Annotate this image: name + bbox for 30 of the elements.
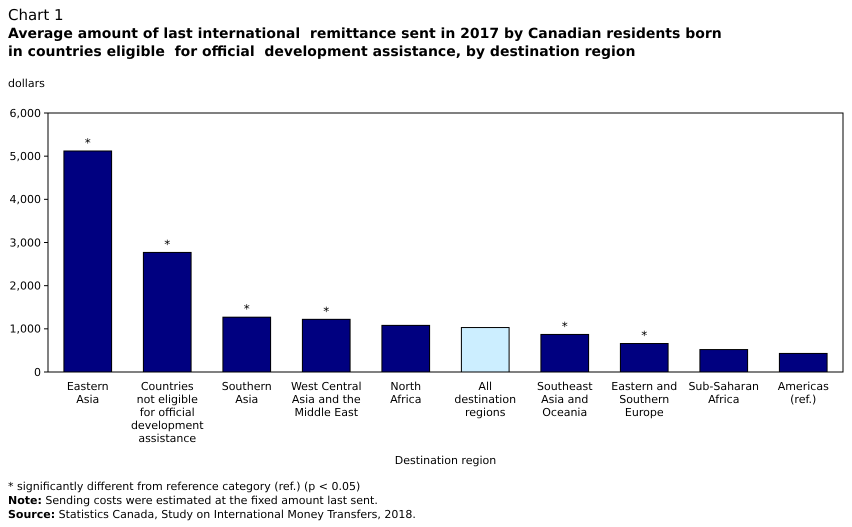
text: * significantly different from reference category (ref.) (p < 0.05) (8, 480, 360, 493)
y-tick-label: 4,000 (10, 193, 41, 206)
chart-subtitle: Average amount of last international remittance sent in 2017 by Canadian residents born in countries eligible for official development assistance, by destination region (8, 26, 722, 60)
y-tick-label: 1,000 (10, 322, 41, 336)
x-tick-label: Americas (ref.) (778, 380, 830, 406)
y-tick-label: 6,000 (10, 106, 41, 120)
x-tick-label: Sub-Saharan Africa (688, 380, 760, 406)
y-tick-label: 3,000 (10, 236, 41, 250)
x-axis-title: Destination region (394, 454, 496, 467)
data-label: * (244, 302, 250, 316)
x-tick-label: Eastern Asia (66, 380, 109, 406)
chart-title: Chart 1 (8, 6, 64, 24)
data-label: * (84, 136, 91, 150)
y-tick-label: 5,000 (10, 150, 41, 164)
x-tick-label: Eastern and Southern Europe (611, 380, 678, 419)
data-label: * (323, 304, 330, 318)
data-label: * (641, 328, 648, 343)
x-tick-label: West Central Asia and the Middle East (290, 380, 362, 419)
source-note: Source: Statistics Canada, Study on International Money Transfers, 2018. (8, 508, 416, 521)
x-tick-label: All destination regions (454, 380, 516, 419)
data-label: * (562, 319, 568, 334)
x-tick-label: North Africa (390, 380, 422, 406)
y-tick-label: 0 (34, 366, 41, 379)
data-label: * (164, 237, 170, 252)
x-tick-label: Countries not eligible for official development assistance (130, 380, 204, 445)
y-tick-label: 2,000 (10, 280, 41, 293)
x-tick-label: Southeast Asia and Oceania (536, 380, 594, 419)
text: Note: Sending costs were estimated at the fixed amount last sent. (8, 494, 378, 507)
x-tick-label: Southern Asia (222, 380, 272, 406)
y-axis-title: dollars (8, 77, 46, 90)
